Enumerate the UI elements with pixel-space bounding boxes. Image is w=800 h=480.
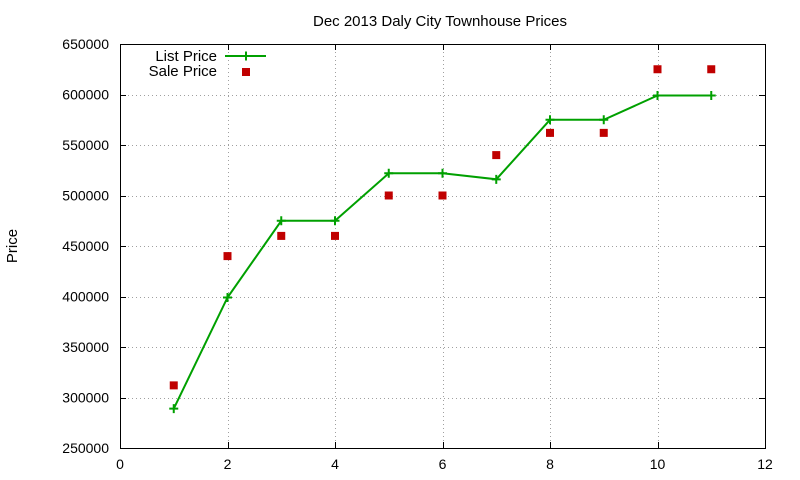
x-tick-label: 10 [650,456,666,472]
y-tick-label: 650000 [62,36,109,52]
legend-marker-list-price [241,51,251,61]
sale-price-point [438,191,447,200]
list-price-point [223,293,232,303]
legend-marker-sale-price [242,68,250,76]
list-price-point [384,168,394,178]
x-tick-label: 12 [757,456,773,472]
list-price-point [545,115,555,125]
list-price-point [169,404,179,414]
x-tick-label: 8 [546,456,554,472]
x-tick-label: 4 [331,456,339,472]
legend-label-sale-price: Sale Price [149,63,217,80]
list-price-line [172,94,712,410]
sale-price-point [707,65,716,74]
legend-label-list-price: List Price [155,48,217,65]
axis-ticks: 0 2 4 6 8 10 12 250000 300000 350000 400000 450000 5… [62,36,773,472]
y-axis-label: Price [4,229,21,263]
grid [120,44,765,448]
sale-price-point [492,151,501,160]
y-tick-label: 500000 [62,188,109,204]
x-tick-label: 6 [439,456,447,472]
list-price-point [330,216,340,226]
sale-price-point [331,231,339,240]
series-sale-price [169,65,716,390]
list-price-point [653,91,662,101]
y-tick-label: 550000 [62,137,109,153]
chart-title: Dec 2013 Daly City Townhouse Prices [313,13,567,30]
y-tick-label: 350000 [62,339,109,355]
sale-price-point [599,128,608,137]
list-price-point [438,168,447,178]
x-tick-label: 0 [116,456,124,472]
x-tick-label: 2 [224,456,232,472]
y-tick-label: 450000 [62,238,109,254]
y-tick-label: 250000 [62,440,109,456]
legend: List Price Sale Price [149,48,266,80]
sale-price-point [223,252,232,261]
list-price-point [276,216,286,226]
sale-price-point [277,231,286,240]
list-price-point [706,91,716,101]
y-tick-label: 600000 [62,87,109,103]
y-tick-label: 300000 [62,390,109,406]
series [169,65,716,414]
sale-price-point [169,381,178,390]
sale-price-point [384,191,393,200]
list-price-point [599,115,609,125]
y-tick-label: 400000 [62,289,109,305]
sale-price-point [546,128,554,137]
list-price-point [491,174,501,184]
series-list-price [169,91,716,414]
sale-price-point [653,65,662,74]
